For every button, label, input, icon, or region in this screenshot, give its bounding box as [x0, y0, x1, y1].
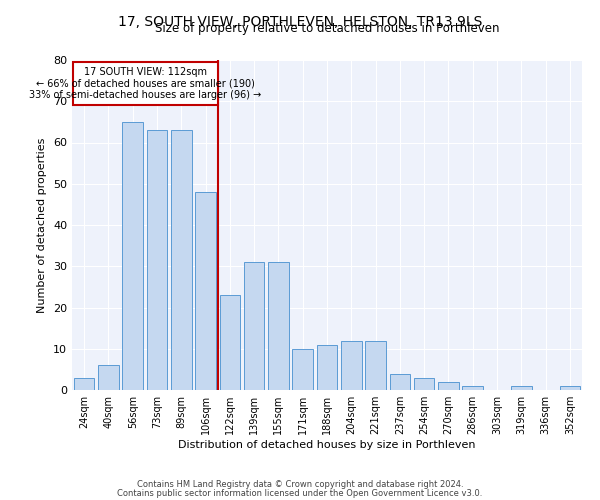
Text: Contains HM Land Registry data © Crown copyright and database right 2024.: Contains HM Land Registry data © Crown c…: [137, 480, 463, 489]
X-axis label: Distribution of detached houses by size in Porthleven: Distribution of detached houses by size …: [178, 440, 476, 450]
Bar: [171, 130, 191, 390]
Y-axis label: Number of detached properties: Number of detached properties: [37, 138, 47, 312]
Bar: [463, 386, 483, 390]
Bar: [560, 386, 580, 390]
Bar: [389, 374, 410, 390]
Title: Size of property relative to detached houses in Porthleven: Size of property relative to detached ho…: [155, 22, 499, 35]
Bar: [244, 262, 265, 390]
Text: 17, SOUTH VIEW, PORTHLEVEN, HELSTON, TR13 9LS: 17, SOUTH VIEW, PORTHLEVEN, HELSTON, TR1…: [118, 15, 482, 29]
Bar: [195, 192, 216, 390]
Bar: [317, 344, 337, 390]
Bar: [122, 122, 143, 390]
Bar: [511, 386, 532, 390]
Bar: [98, 365, 119, 390]
Text: Contains public sector information licensed under the Open Government Licence v3: Contains public sector information licen…: [118, 488, 482, 498]
Bar: [220, 295, 240, 390]
Bar: [365, 340, 386, 390]
Bar: [292, 349, 313, 390]
Bar: [146, 130, 167, 390]
Bar: [341, 340, 362, 390]
FancyBboxPatch shape: [73, 62, 218, 106]
Bar: [268, 262, 289, 390]
Bar: [74, 378, 94, 390]
Bar: [414, 378, 434, 390]
Bar: [438, 382, 459, 390]
Text: 17 SOUTH VIEW: 112sqm
← 66% of detached houses are smaller (190)
33% of semi-det: 17 SOUTH VIEW: 112sqm ← 66% of detached …: [29, 67, 262, 100]
